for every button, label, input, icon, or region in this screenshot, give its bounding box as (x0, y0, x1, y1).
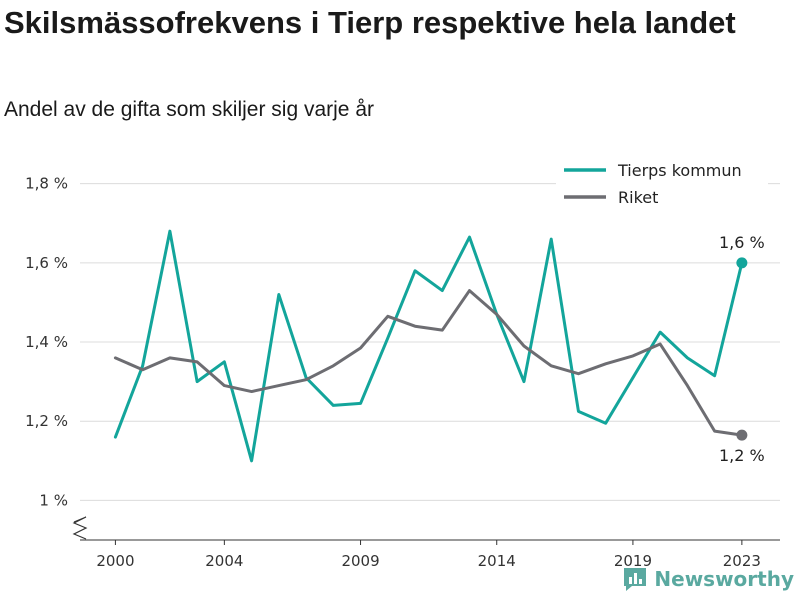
chart-title: Skilsmässofrekvens i Tierp respektive he… (4, 5, 736, 40)
series-line-tierps-kommun (113, 229, 744, 463)
legend: Tierps kommun Riket (556, 156, 768, 214)
y-tick-label: 1,2 % (25, 412, 68, 430)
axis-break-icon (72, 516, 88, 540)
y-tick-label: 1,8 % (25, 175, 68, 193)
bar-chart-logo-icon (624, 568, 647, 591)
end-point-tierps-kommun (736, 257, 748, 269)
legend-box (556, 156, 768, 214)
x-tick-label: 2000 (96, 552, 134, 570)
series-layer: 1,6 % 1,2 % (113, 229, 765, 465)
brand-name: Newsworthy (654, 567, 794, 591)
x-axis: 2000 2004 2009 2014 2019 2023 (72, 516, 780, 570)
series-line-riket (113, 289, 744, 437)
end-label-riket: 1,2 % (719, 446, 765, 465)
x-tick-label: 2014 (478, 552, 516, 570)
grid-lines (80, 183, 780, 501)
y-tick-label: 1,6 % (25, 254, 68, 272)
legend-label-tierps-kommun: Tierps kommun (617, 161, 742, 180)
x-tick-label: 2004 (205, 552, 243, 570)
legend-label-riket: Riket (618, 188, 658, 207)
newsworthy-brand: Newsworthy (622, 566, 794, 592)
x-tick-label: 2023 (723, 552, 761, 570)
end-label-tierps-kommun: 1,6 % (719, 233, 765, 252)
x-tick-label: 2019 (614, 552, 652, 570)
y-tick-label: 1,4 % (25, 333, 68, 351)
y-axis-ticks: 1 % 1,2 % 1,4 % 1,6 % 1,8 % (25, 175, 68, 510)
end-point-riket (736, 429, 748, 441)
x-tick-label: 2009 (341, 552, 379, 570)
y-tick-label: 1 % (39, 491, 68, 509)
chart-subtitle: Andel av de gifta som skiljer sig varje … (4, 98, 374, 121)
